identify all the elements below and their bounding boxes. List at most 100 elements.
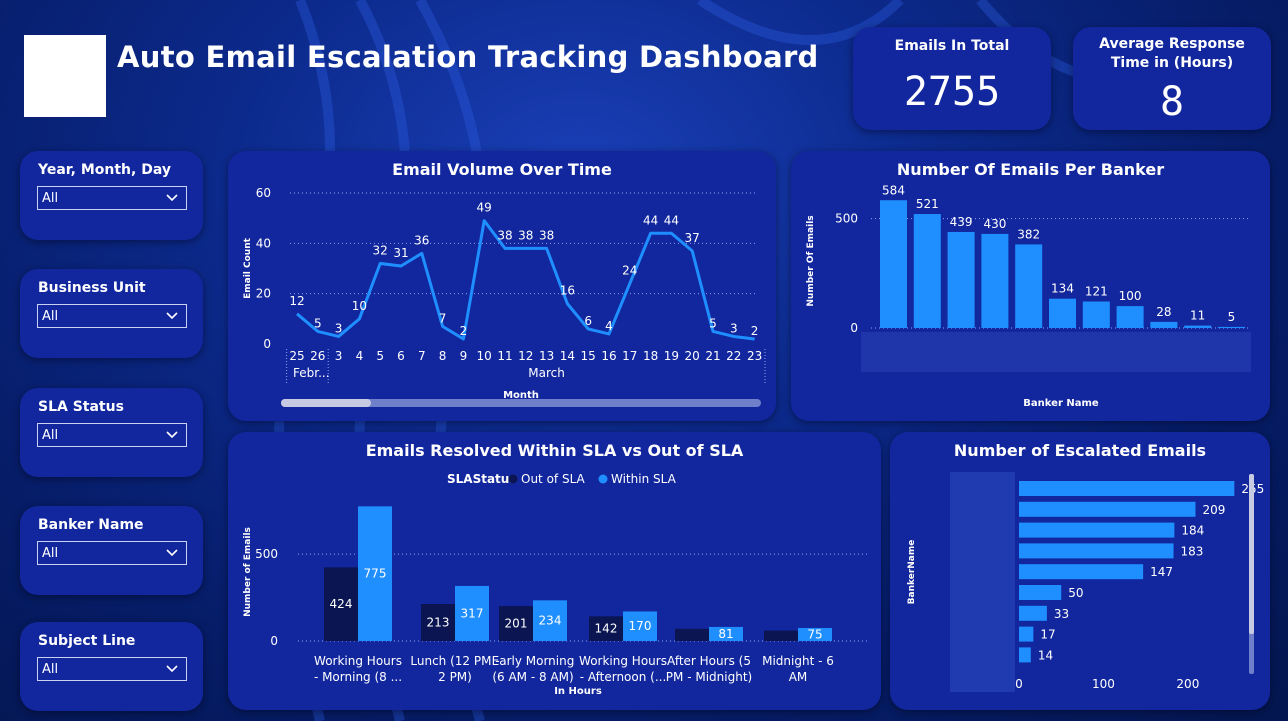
x-tick-label: - Afternoon (...: [580, 670, 667, 684]
data-label: 100: [1119, 289, 1142, 303]
bar: [1019, 564, 1144, 580]
bar: [1019, 543, 1174, 559]
data-label: 44: [643, 213, 658, 227]
x-tick-label: Working Hours: [579, 654, 667, 668]
data-label: 33: [1054, 607, 1069, 621]
x-tick-label: 2 PM): [438, 670, 472, 684]
y-tick-label: 0: [263, 337, 271, 351]
x-tick-label: Lunch (12 PM -: [410, 654, 499, 668]
slicer-label: Year, Month, Day: [38, 162, 171, 178]
banker-chart-title: Number Of Emails Per Banker: [896, 160, 1165, 179]
bar: [947, 231, 975, 328]
chevron-down-icon: [166, 194, 178, 202]
data-label: 430: [983, 217, 1006, 231]
data-label: 17: [1040, 628, 1055, 642]
x-tick-label: 0: [1015, 677, 1023, 691]
banker-bar-chart[interactable]: 0 500 Number Of Emails 584 521 439 430 382 134 12…: [791, 151, 1270, 421]
subject-line-dropdown[interactable]: All: [37, 657, 187, 681]
data-label: 382: [1017, 227, 1040, 241]
x-tick-label: 20: [685, 349, 700, 363]
x-group-label: Febr...: [293, 366, 330, 380]
x-tick-label: 15: [581, 349, 596, 363]
y-axis-label: Number Of Emails: [806, 215, 816, 306]
bar: [589, 616, 623, 641]
line-chart-title: Email Volume Over Time: [392, 160, 612, 179]
bar: [1019, 481, 1235, 496]
data-label: 12: [289, 294, 304, 308]
bar: [1150, 321, 1178, 328]
x-tick-label: 8: [439, 349, 447, 363]
data-label: 6: [584, 314, 592, 328]
legend-title: SLAStatus: [447, 472, 516, 486]
data-label: 5: [1228, 310, 1236, 324]
bar: [1218, 326, 1245, 328]
data-label: 209: [1202, 503, 1225, 517]
x-axis-label: Month: [503, 390, 539, 401]
bar: [1049, 298, 1076, 328]
kpi-emails-total-label: Emails In Total: [894, 38, 1010, 54]
chevron-down-icon: [166, 431, 178, 439]
x-tick-label: Early Morning: [492, 654, 575, 668]
dashboard-title: Auto Email Escalation Tracking Dashboard: [117, 40, 819, 74]
data-label: 75: [807, 627, 822, 641]
slicer-label: SLA Status: [38, 399, 124, 415]
slicer-label: Banker Name: [38, 517, 144, 533]
x-tick-label: After Hours (5: [667, 654, 751, 668]
scrollbar-thumb[interactable]: [281, 399, 371, 407]
scrollbar-thumb[interactable]: [1249, 474, 1254, 634]
sla-status-dropdown[interactable]: All: [37, 423, 187, 447]
year-month-day-dropdown[interactable]: All: [37, 186, 187, 210]
y-axis-label: Number of Emails: [243, 527, 253, 617]
y-tick-label: 500: [255, 547, 278, 561]
banker-name-dropdown[interactable]: All: [37, 541, 187, 565]
y-tick-label: 0: [270, 634, 278, 648]
chevron-down-icon: [166, 312, 178, 320]
y-tick-label: 60: [256, 186, 271, 200]
data-label: 14: [1038, 648, 1053, 662]
x-tick-label: 10: [477, 349, 492, 363]
y-tick-label: 500: [835, 212, 858, 226]
data-label: 38: [539, 228, 554, 242]
x-tick-label: PM - Midnight): [666, 670, 752, 684]
chevron-down-icon: [166, 549, 178, 557]
bar: [798, 627, 832, 641]
sla-bar-chart[interactable]: SLAStatus Out of SLA Within SLA 0 500Number …: [228, 432, 881, 710]
data-label: 7: [439, 311, 447, 325]
x-tick-label: 17: [622, 349, 637, 363]
data-label: 49: [477, 201, 492, 215]
chevron-down-icon: [166, 665, 178, 673]
x-tick-label: 26: [310, 349, 325, 363]
dropdown-value: All: [42, 309, 59, 324]
business-unit-dropdown[interactable]: All: [37, 304, 187, 328]
blurred-x-labels: [861, 332, 1251, 372]
x-tick-label: Working Hours: [314, 654, 402, 668]
company-logo: [24, 35, 106, 117]
data-label: 11: [1190, 309, 1205, 323]
data-label: 32: [373, 243, 388, 257]
escalated-bar-chart[interactable]: BankerName255209184183147503317140100200: [890, 432, 1270, 710]
data-label: 775: [364, 567, 387, 581]
kpi-avg-response-time[interactable]: Average Response Time in (Hours) 8: [1073, 27, 1271, 130]
kpi-avg-response-label: Average Response Time in (Hours): [1099, 36, 1245, 71]
data-label: 584: [882, 183, 905, 197]
data-label: 24: [622, 264, 637, 278]
x-tick-label: - Morning (8 ...: [314, 670, 402, 684]
slicer-banker-name: Banker Name All: [20, 506, 203, 595]
bar: [324, 567, 358, 641]
x-tick-label: 4: [356, 349, 364, 363]
bar: [1019, 605, 1047, 621]
y-tick-label: 0: [850, 321, 858, 335]
blurred-y-labels: [950, 472, 1015, 692]
kpi-emails-total[interactable]: Emails In Total 2755: [853, 27, 1051, 130]
x-tick-label: 5: [376, 349, 384, 363]
escalated-chart-title: Number of Escalated Emails: [953, 441, 1207, 460]
sla-chart-title: Emails Resolved Within SLA vs Out of SLA: [365, 441, 744, 460]
x-tick-label: 14: [560, 349, 575, 363]
bar: [981, 233, 1009, 328]
data-label: 2: [460, 324, 468, 338]
data-label: 121: [1085, 285, 1108, 299]
legend-marker: [598, 474, 608, 484]
emails-per-banker-panel: Number Of Emails Per Banker 0 500 Number O…: [791, 151, 1270, 421]
series-line: [296, 219, 755, 341]
